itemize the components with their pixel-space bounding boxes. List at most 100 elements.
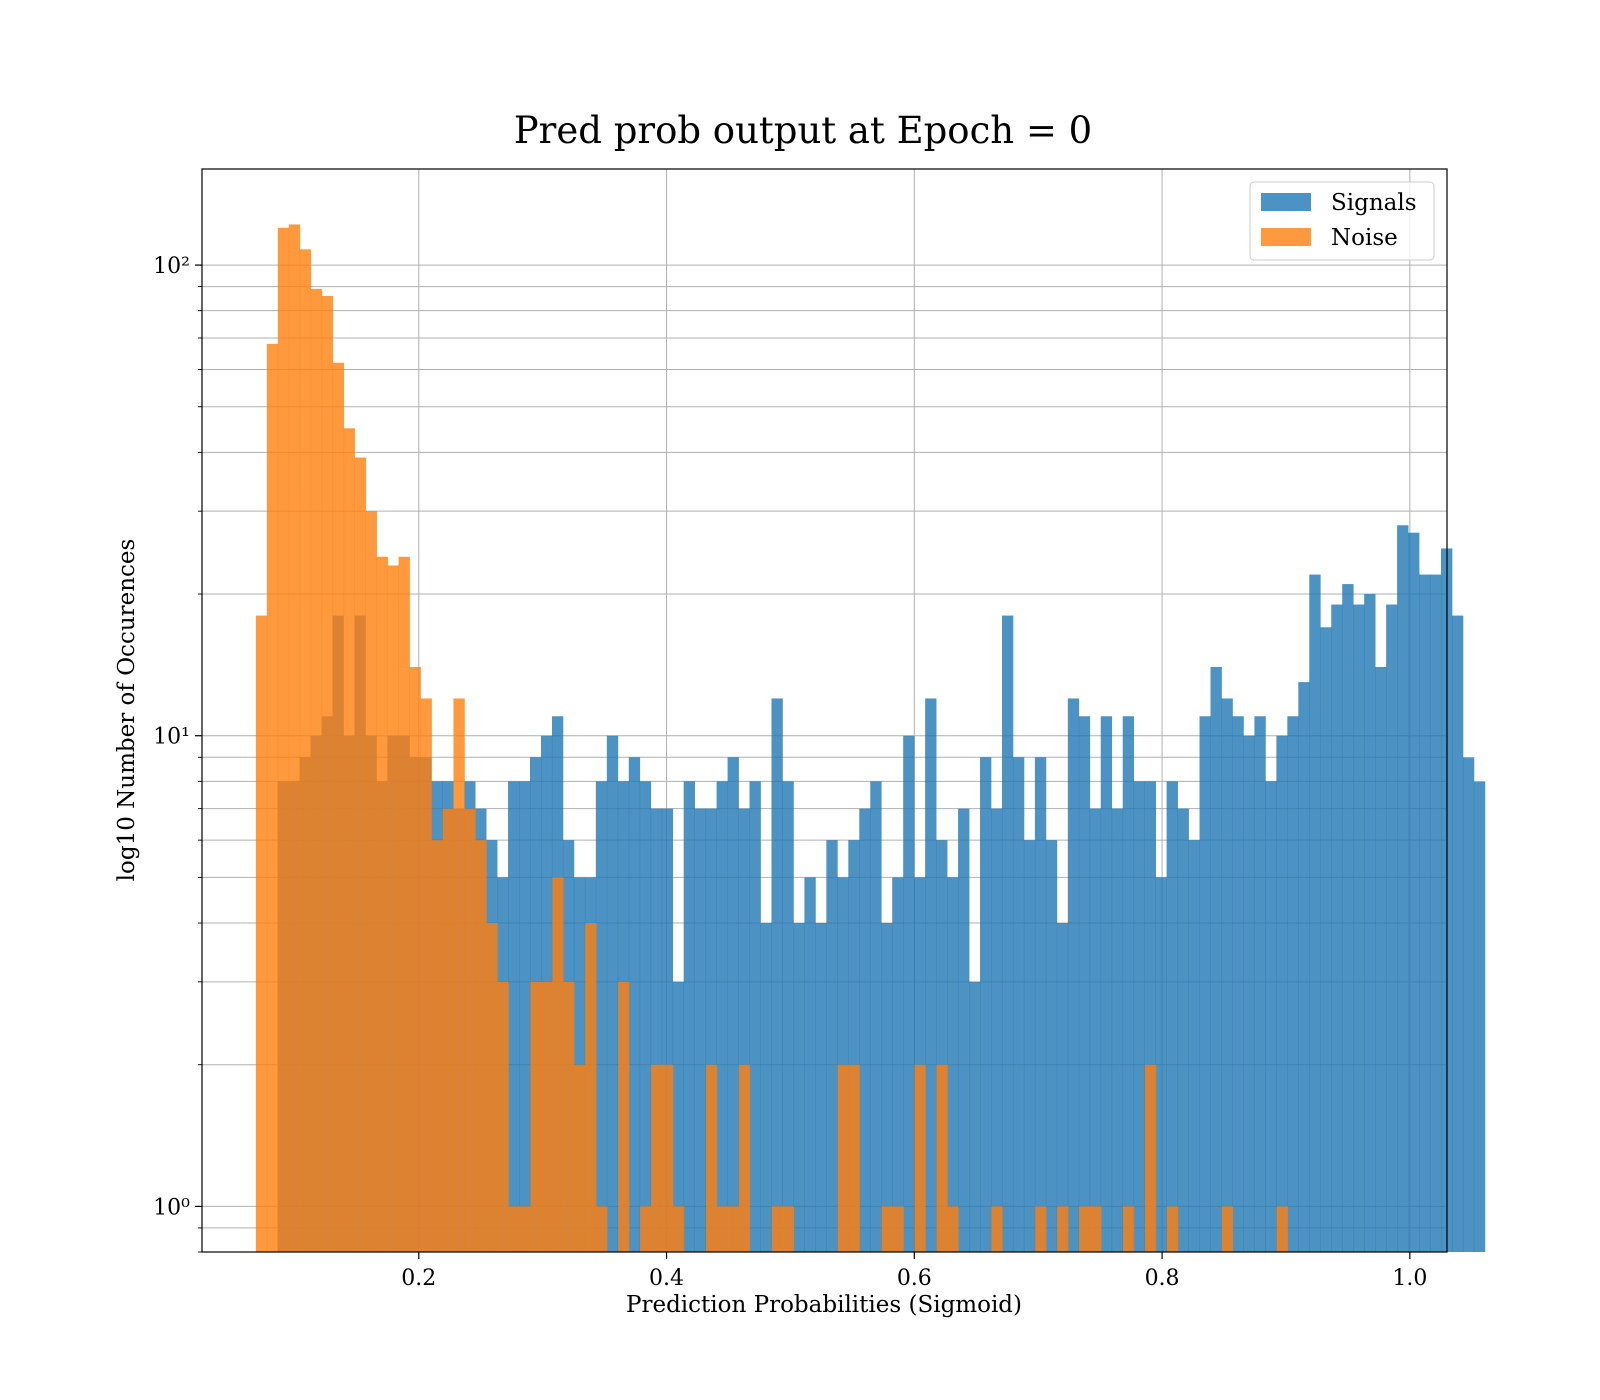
signals-bar: [892, 877, 904, 1252]
signals-bar: [595, 781, 608, 1252]
noise-bar: [716, 1206, 729, 1252]
signals-bar: [793, 923, 805, 1252]
signals-bar: [914, 877, 926, 1252]
signals-bar: [881, 923, 893, 1252]
signals-bar: [1001, 615, 1014, 1252]
noise-bar: [288, 224, 301, 1252]
noise-bar: [519, 1206, 531, 1252]
signals-bar: [1221, 698, 1233, 1252]
x-axis: 0.2 0.4 0.6 0.8 1.0: [401, 1252, 1427, 1291]
signals-bar: [980, 757, 992, 1252]
noise-bar: [705, 1064, 718, 1252]
signals-bar: [1254, 716, 1266, 1252]
signals-bar: [1188, 840, 1200, 1252]
signals-bar: [1012, 757, 1025, 1252]
y-tick-label: 10⁰: [153, 1195, 190, 1220]
signals-bar: [1177, 808, 1189, 1252]
noise-bar: [365, 511, 377, 1252]
signals-bar: [848, 840, 860, 1252]
noise-bar: [991, 1206, 1003, 1252]
signals-bar: [1155, 877, 1167, 1252]
noise-bar: [387, 565, 399, 1252]
noise-bar: [508, 1206, 520, 1252]
noise-bar: [497, 981, 509, 1252]
signals-bar: [958, 808, 970, 1252]
noise-bar: [661, 1064, 674, 1252]
signals-bar: [870, 781, 882, 1252]
noise-bar: [574, 1064, 586, 1252]
noise-bar: [1221, 1206, 1234, 1252]
signals-bar: [1397, 525, 1409, 1252]
noise-bar: [530, 981, 542, 1252]
noise-bar: [651, 1064, 663, 1252]
signals-bar: [903, 735, 915, 1252]
signals-bar: [1309, 574, 1321, 1252]
signals-bar: [1067, 698, 1080, 1252]
noise-bar: [431, 840, 443, 1252]
noise-bar: [848, 1064, 860, 1252]
noise-bar: [1122, 1206, 1135, 1252]
signals-bar: [947, 877, 959, 1252]
noise-bar: [420, 698, 432, 1252]
signals-bar: [760, 923, 772, 1252]
signals-bar: [573, 877, 586, 1252]
noise-bar: [640, 1206, 652, 1252]
signals-bar: [782, 781, 794, 1252]
noise-bar: [541, 981, 553, 1252]
noise-bar: [563, 981, 575, 1252]
x-tick-label: 0.2: [401, 1266, 436, 1291]
noise-bar: [596, 1206, 608, 1252]
x-tick-label: 0.4: [649, 1266, 684, 1291]
legend: Signals Noise: [1249, 181, 1435, 261]
signals-bar: [1122, 716, 1135, 1252]
signals-bar: [519, 781, 531, 1252]
signals-bar: [1473, 781, 1486, 1252]
signals-bar: [683, 781, 695, 1252]
signals-bar: [1451, 615, 1464, 1252]
signals-bar: [738, 808, 750, 1252]
signals-bar: [1034, 757, 1047, 1252]
noise-bar: [782, 1206, 795, 1252]
signals-bar: [508, 781, 520, 1252]
chart-title: Pred prob output at Epoch = 0: [514, 109, 1092, 152]
noise-bar: [585, 923, 597, 1252]
noise-bar: [442, 808, 454, 1252]
noise-bar: [354, 457, 366, 1252]
noise-bar: [321, 295, 334, 1252]
signals-bar: [628, 757, 641, 1252]
noise-bar: [475, 840, 487, 1252]
noise-bar: [332, 362, 345, 1252]
signals-bar: [672, 981, 685, 1252]
noise-bar: [255, 615, 268, 1252]
signals-bar: [1331, 604, 1343, 1252]
signals-bar: [639, 781, 652, 1252]
signals-bar: [1144, 781, 1156, 1252]
signals-bar: [1419, 574, 1431, 1252]
signals-bar: [1199, 716, 1211, 1252]
legend-swatch-noise: [1261, 228, 1311, 246]
signals-bar: [815, 923, 827, 1252]
signals-bar: [1462, 757, 1475, 1252]
noise-bar: [771, 1206, 784, 1252]
signals-bar: [1166, 781, 1178, 1252]
noise-bar: [881, 1206, 893, 1252]
signals-bar: [1430, 574, 1442, 1252]
y-tick-label: 10¹: [153, 725, 190, 750]
signals-bar: [771, 698, 783, 1252]
signals-bar: [826, 840, 838, 1252]
signals-bar: [1375, 666, 1387, 1252]
noise-bar: [1276, 1206, 1288, 1252]
noise-bars: [255, 224, 1288, 1253]
x-tick-label: 0.8: [1145, 1266, 1180, 1291]
signals-bar: [727, 757, 739, 1252]
legend-swatch-signals: [1261, 193, 1311, 211]
plot-frame: [201, 168, 1448, 1253]
signals-bar: [1089, 808, 1102, 1252]
noise-bar: [892, 1206, 904, 1252]
y-axis-label: log10 Number of Occurences: [114, 539, 140, 882]
noise-bar: [398, 556, 410, 1252]
signals-bar: [1353, 604, 1365, 1252]
y-tick-label: 10²: [153, 254, 190, 279]
